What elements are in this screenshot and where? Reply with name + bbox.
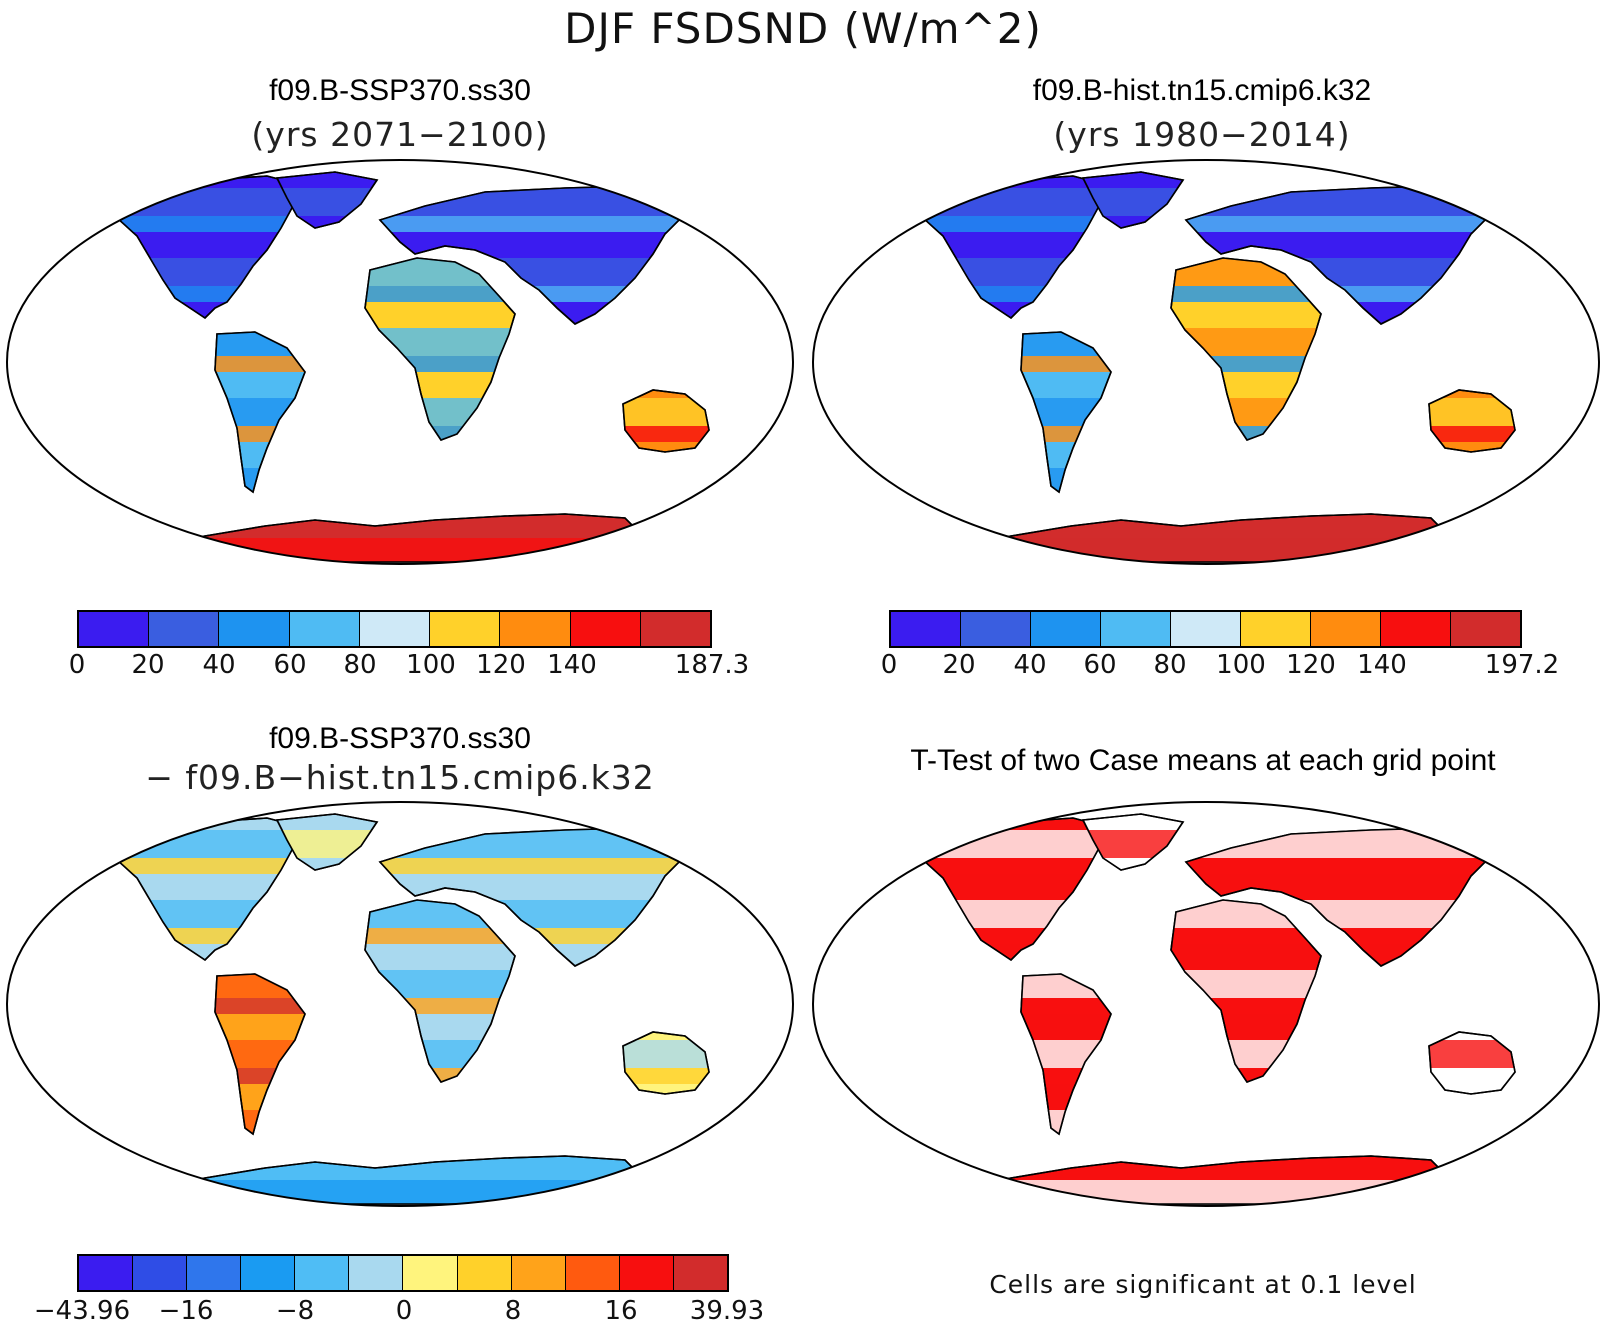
colorbar-box — [961, 612, 1031, 646]
colorbar-tick-label: 20 — [942, 650, 976, 680]
map-diff — [6, 801, 794, 1207]
colorbar-tick-label: 60 — [273, 650, 307, 680]
colorbar-box — [1101, 612, 1171, 646]
colorbar-tick-label: 80 — [343, 650, 377, 680]
colorbar-box — [1171, 612, 1241, 646]
colorbar-tick-label: 187.3 — [674, 650, 750, 680]
colorbar-diff — [77, 1254, 729, 1292]
colorbar-box — [457, 1256, 512, 1290]
colorbar-box — [565, 1256, 620, 1290]
colorbar-box — [1031, 612, 1101, 646]
map-ttest — [812, 801, 1600, 1207]
colorbar-tick-label: 8 — [504, 1296, 522, 1326]
colorbar-tick-label: 16 — [604, 1296, 638, 1326]
colorbar-box — [1451, 612, 1520, 646]
panel-hist-title: f09.B-hist.tn15.cmip6.k32 — [1032, 74, 1372, 107]
colorbar-box — [79, 612, 150, 646]
significance-note: Cells are significant at 0.1 level — [989, 1270, 1417, 1299]
colorbar-tick-label: 140 — [1357, 650, 1407, 680]
panel-diff-title: f09.B-SSP370.ss30 — [269, 722, 531, 755]
colorbar-box — [640, 612, 710, 646]
colorbar-tick-label: 0 — [68, 650, 86, 680]
colorbar-box — [1381, 612, 1451, 646]
colorbar-box — [133, 1256, 188, 1290]
colorbar-tick-label: 20 — [131, 650, 165, 680]
colorbar-hist — [889, 610, 1522, 648]
panel-ssp-subtitle: (yrs 2071−2100) — [251, 115, 549, 154]
colorbar-tick-label: 39.93 — [689, 1296, 765, 1326]
map-ssp — [6, 159, 794, 565]
map-frame — [812, 159, 1600, 565]
colorbar-tick-label: −16 — [158, 1296, 214, 1326]
colorbar-tick-label: 80 — [1153, 650, 1187, 680]
colorbar-tick-label: 0 — [880, 650, 898, 680]
colorbar-box — [187, 1256, 242, 1290]
colorbar-box — [359, 612, 431, 646]
map-frame — [6, 159, 794, 565]
colorbar-tick-label: 60 — [1083, 650, 1117, 680]
colorbar-tick-label: 120 — [476, 650, 526, 680]
colorbar-box — [891, 612, 961, 646]
colorbar-tick-label: 40 — [1013, 650, 1047, 680]
colorbar-tick-label: 140 — [547, 650, 597, 680]
colorbar-tick-label: −43.96 — [33, 1296, 131, 1326]
colorbar-box — [219, 612, 290, 646]
panel-ttest-title: T-Test of two Case means at each grid po… — [910, 744, 1496, 777]
colorbar-box — [1311, 612, 1381, 646]
colorbar-tick-label: 0 — [395, 1296, 413, 1326]
colorbar-tick-label: 120 — [1286, 650, 1336, 680]
panel-hist-subtitle: (yrs 1980−2014) — [1053, 115, 1351, 154]
colorbar-ssp — [77, 610, 712, 648]
panel-diff-subtitle: − f09.B−hist.tn15.cmip6.k32 — [145, 758, 655, 797]
colorbar-tick-label: 100 — [1216, 650, 1266, 680]
colorbar-box — [241, 1256, 296, 1290]
colorbar-box — [511, 1256, 566, 1290]
colorbar-box — [403, 1256, 458, 1290]
map-frame — [6, 801, 794, 1207]
map-frame — [812, 801, 1600, 1207]
colorbar-box — [500, 612, 571, 646]
panel-ssp-title: f09.B-SSP370.ss30 — [269, 74, 531, 107]
colorbar-box — [289, 612, 360, 646]
colorbar-box — [1241, 612, 1311, 646]
colorbar-box — [673, 1256, 727, 1290]
figure-title: DJF FSDSND (W/m^2) — [564, 4, 1042, 53]
colorbar-box — [619, 1256, 674, 1290]
map-hist — [812, 159, 1600, 565]
colorbar-box — [295, 1256, 350, 1290]
colorbar-box — [79, 1256, 134, 1290]
colorbar-tick-label: 100 — [406, 650, 456, 680]
colorbar-tick-label: −8 — [275, 1296, 315, 1326]
colorbar-box — [349, 1256, 404, 1290]
colorbar-tick-label: 40 — [202, 650, 236, 680]
colorbar-box — [570, 612, 641, 646]
colorbar-box — [430, 612, 501, 646]
colorbar-tick-label: 197.2 — [1484, 650, 1560, 680]
colorbar-box — [149, 612, 220, 646]
